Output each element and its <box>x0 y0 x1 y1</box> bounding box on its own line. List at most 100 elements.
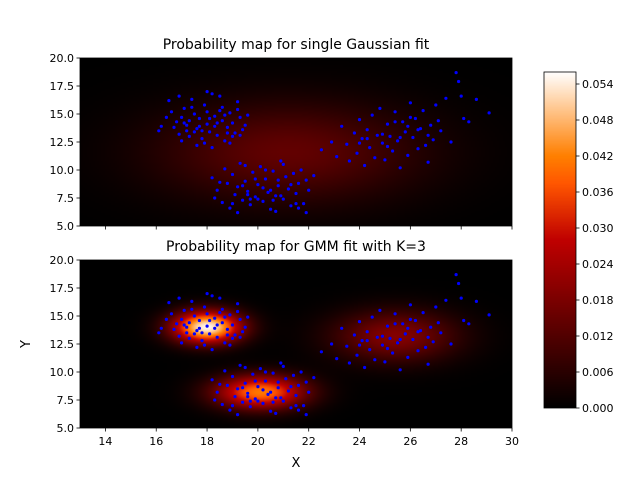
scatter-point <box>413 116 417 121</box>
scatter-point <box>330 140 334 144</box>
scatter-point <box>294 202 298 206</box>
scatter-point <box>167 99 171 103</box>
scatter-point <box>230 121 235 125</box>
scatter-point <box>241 386 245 390</box>
colorbar-tick-label: 0.012 <box>582 330 614 343</box>
scatter-point <box>274 411 278 415</box>
scatter-point <box>200 331 204 335</box>
y-tick-label: 17.5 <box>50 80 75 93</box>
scatter-point <box>429 123 433 127</box>
scatter-point <box>225 181 229 185</box>
scatter-point <box>416 147 420 151</box>
scatter-point <box>393 110 397 114</box>
y-tick-label: 15.0 <box>50 108 75 121</box>
scatter-point <box>248 399 252 403</box>
scatter-point <box>213 398 217 402</box>
x-tick-label: 18 <box>200 435 214 448</box>
scatter-point <box>238 363 242 367</box>
scatter-point <box>276 178 280 182</box>
scatter-point <box>256 385 260 389</box>
y-tick-label: 12.5 <box>50 338 75 351</box>
scatter-point <box>370 315 374 319</box>
scatter-point <box>210 176 214 180</box>
scatter-point <box>236 211 240 215</box>
scatter-point <box>304 380 308 384</box>
scatter-point <box>182 323 186 327</box>
scatter-point <box>185 331 189 335</box>
scatter-point <box>365 128 369 132</box>
scatter-point <box>246 395 250 399</box>
scatter-point <box>223 369 227 373</box>
scatter-point <box>256 183 260 187</box>
scatter-point <box>210 92 214 96</box>
scatter-point <box>195 127 199 131</box>
scatter-point <box>177 94 181 98</box>
scatter-point <box>218 94 222 98</box>
scatter-point <box>459 94 463 98</box>
scatter-point <box>291 373 296 377</box>
scatter-point <box>230 323 235 327</box>
scatter-point <box>225 327 229 331</box>
scatter-point <box>177 334 181 338</box>
scatter-point <box>418 329 423 333</box>
scatter-point <box>215 335 219 339</box>
x-tick-label: 26 <box>403 435 417 448</box>
colorbar-tick-label: 0.006 <box>582 366 614 379</box>
scatter-point <box>276 380 280 384</box>
scatter-point <box>228 111 232 115</box>
scatter-point <box>190 307 194 311</box>
scatter-point <box>225 131 229 135</box>
scatter-point <box>208 318 212 323</box>
scatter-point <box>347 159 351 163</box>
scatter-point <box>205 122 209 126</box>
scatter-point <box>449 140 453 144</box>
y-tick-label: 7.5 <box>57 394 75 407</box>
scatter-point <box>319 148 323 152</box>
scatter-point <box>213 124 217 128</box>
scatter-point <box>454 71 458 75</box>
scatter-point <box>284 175 288 179</box>
scatter-point <box>462 116 466 121</box>
scatter-point <box>406 153 410 157</box>
y-axis-ticks: 5.0 7.5 10.0 12.5 15.0 17.5 20.0 <box>50 254 80 435</box>
chart-title: Probability map for single Gaussian fit <box>163 37 430 53</box>
scatter-point <box>307 188 311 192</box>
scatter-point <box>263 379 268 383</box>
scatter-point <box>457 79 461 84</box>
scatter-point <box>218 180 222 184</box>
scatter-point <box>208 130 212 134</box>
scatter-point <box>289 204 293 208</box>
x-tick-label: 22 <box>302 435 316 448</box>
scatter-point <box>357 320 362 324</box>
scatter-point <box>253 379 257 383</box>
scatter-point <box>263 370 268 374</box>
scatter-point <box>258 367 262 371</box>
scatter-point <box>424 143 428 147</box>
scatter-point <box>431 138 435 142</box>
scatter-point <box>215 188 219 192</box>
scatter-point <box>169 312 174 316</box>
scatter-point <box>439 331 443 335</box>
scatter-point <box>276 386 280 390</box>
scatter-point <box>223 315 227 319</box>
scatter-point <box>411 337 415 342</box>
scatter-point <box>271 400 275 404</box>
scatter-point <box>299 168 303 172</box>
scatter-point <box>403 130 407 134</box>
scatter-point <box>304 178 308 182</box>
scatter-point <box>185 325 189 329</box>
scatter-point <box>368 146 372 150</box>
scatter-point <box>436 321 440 325</box>
scatter-point <box>357 141 362 145</box>
scatter-point <box>393 312 397 316</box>
scatter-point <box>180 341 184 345</box>
scatter-point <box>202 103 207 107</box>
scatter-point <box>426 133 430 137</box>
colorbar-tick-label: 0.000 <box>582 402 614 415</box>
scatter-point <box>172 327 176 331</box>
scatter-point <box>263 168 268 172</box>
scatter-point <box>182 121 186 125</box>
scatter-point <box>230 336 235 340</box>
colorbar-tick-label: 0.054 <box>582 78 614 91</box>
scatter-point <box>177 296 181 300</box>
